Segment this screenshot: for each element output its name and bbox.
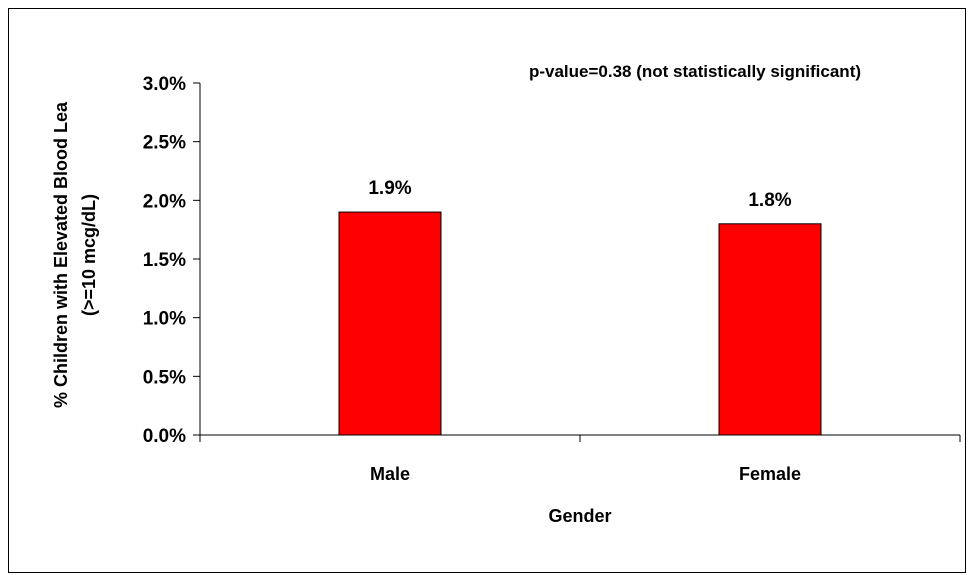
x-axis: Male Female <box>199 434 961 484</box>
y-tick-label: 2.5% <box>143 133 186 154</box>
x-tick-label-male: Male <box>370 464 410 484</box>
y-tick-label: 3.0% <box>143 74 186 95</box>
data-label-male: 1.9% <box>368 178 411 199</box>
y-tick-label: 0.0% <box>143 426 186 447</box>
x-axis-title: Gender <box>548 506 611 526</box>
bar-female <box>718 223 822 436</box>
y-axis-title-line1: % Children with Elevated Blood Lea <box>51 101 71 408</box>
p-value-annotation: p-value=0.38 (not statistically signific… <box>529 62 861 81</box>
x-tick-label-female: Female <box>739 464 801 484</box>
y-tick-label: 1.5% <box>143 250 186 271</box>
data-label-female: 1.8% <box>748 190 791 211</box>
bar-male <box>338 211 442 436</box>
bars: 1.9% 1.8% <box>338 178 822 436</box>
y-tick-label: 0.5% <box>143 367 186 388</box>
y-axis: 0.0% 0.5% 1.0% 1.5% 2.0% 2.5% 3.0% <box>143 74 201 447</box>
y-tick-label: 1.0% <box>143 309 186 330</box>
y-tick-label: 2.0% <box>143 191 186 212</box>
y-axis-title-line2: (>=10 mcg/dL) <box>79 194 99 316</box>
